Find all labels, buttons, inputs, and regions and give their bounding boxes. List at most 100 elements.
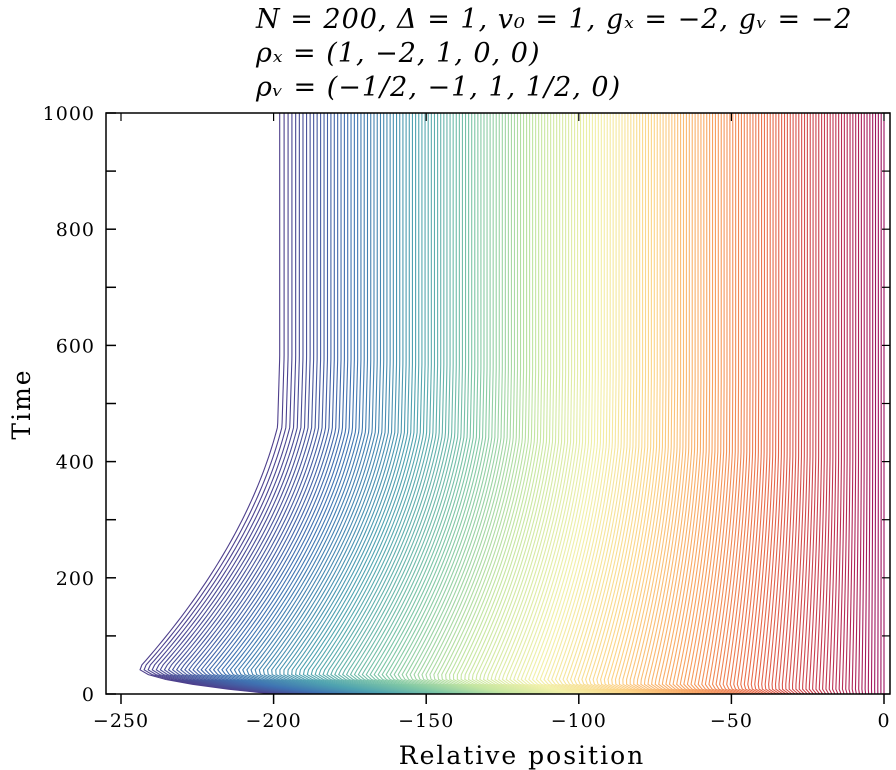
trajectory-line [835, 113, 843, 695]
trajectory-line [437, 113, 522, 695]
trajectory-line [825, 113, 834, 695]
trajectory-line [479, 113, 555, 695]
trajectory-line [460, 113, 540, 695]
trajectory-line [711, 113, 740, 695]
trajectory-line [854, 113, 860, 695]
trajectory-line [754, 113, 774, 695]
trajectory-line [535, 113, 599, 695]
axes: −250 −200 −150 −100 −50 0 0 200 400 600 800 1000 [43, 103, 891, 732]
trajectory-line [761, 113, 780, 695]
trajectory-line [528, 113, 593, 695]
trajectory-line [338, 113, 445, 695]
trajectory-line [143, 113, 285, 695]
trajectory-line [200, 113, 335, 695]
trajectory-line [179, 113, 318, 695]
trajectory-line [516, 113, 585, 695]
trajectory-line [409, 113, 500, 695]
trajectory-line [815, 113, 826, 695]
x-tick-label: −200 [246, 710, 302, 732]
trajectory-line [740, 113, 763, 695]
trajectory-line [225, 113, 355, 695]
trajectory-line [719, 113, 745, 695]
trajectory-line [229, 113, 359, 695]
trajectory-line [629, 113, 673, 695]
trajectory-line [159, 113, 300, 695]
trajectory-line [326, 113, 436, 695]
trajectory-line [486, 113, 561, 695]
trajectory-line [302, 113, 417, 695]
trajectory-line [445, 113, 528, 695]
trajectory-line [661, 113, 699, 695]
trajectory-line [373, 113, 473, 695]
trajectory-line [633, 113, 676, 695]
trajectory-line [155, 113, 297, 695]
trajectory-line [494, 113, 567, 695]
trajectory-line [626, 113, 670, 695]
trajectory-line [167, 113, 308, 695]
trajectory-line [694, 113, 725, 695]
trajectory-line [421, 113, 509, 695]
trajectory-line [768, 113, 786, 695]
trajectory-line [697, 113, 728, 695]
trajectory-line [558, 113, 617, 695]
trajectory-line [314, 113, 426, 695]
trajectory-line [482, 113, 558, 695]
trajectory-line [874, 113, 877, 695]
trajectory-line [805, 113, 817, 695]
trajectory-line [658, 113, 696, 695]
trajectory-line [233, 113, 362, 695]
trajectory-line [531, 113, 596, 695]
trajectory-line [204, 113, 339, 695]
y-tick-label: 400 [56, 452, 95, 474]
trajectory-line [271, 113, 391, 695]
trajectory-line [294, 113, 410, 695]
trajectory-line [611, 113, 658, 695]
trajectory-line [647, 113, 687, 695]
trajectory-line [708, 113, 737, 695]
trajectory-line [349, 113, 454, 695]
trajectory-line [808, 113, 820, 695]
trajectory-line [287, 113, 404, 695]
trajectory-line [475, 113, 552, 695]
chart-title-line-3: ρᵥ = (−1/2, −1, 1, 1/2, 0) [256, 72, 622, 103]
trajectory-line [704, 113, 734, 695]
trajectory-line [429, 113, 516, 695]
trajectory-line [774, 113, 791, 695]
trajectory-line [188, 113, 325, 695]
trajectory-line [468, 113, 546, 695]
trajectory-line [679, 113, 714, 695]
trajectory-line [212, 113, 345, 695]
trajectory-line [618, 113, 664, 695]
trajectory-line [736, 113, 760, 695]
trajectory-line [771, 113, 788, 695]
trajectory-line [570, 113, 626, 695]
trajectory-line [275, 113, 394, 695]
trajectory-line [822, 113, 831, 695]
trajectory-line [262, 113, 385, 695]
trajectory-line [505, 113, 576, 695]
trajectory-line [778, 113, 794, 695]
trajectory-line [513, 113, 582, 695]
trajectory-line [237, 113, 365, 695]
trajectory-line [715, 113, 742, 695]
trajectory-line [686, 113, 719, 695]
trajectory-line [385, 113, 482, 695]
trajectory-line [573, 113, 629, 695]
trajectory-line [361, 113, 464, 695]
trajectory-line [554, 113, 614, 695]
trajectory-line [501, 113, 573, 695]
trajectory-line [867, 113, 871, 695]
trajectory-line [603, 113, 652, 695]
trajectory-line [640, 113, 682, 695]
trajectory-line [498, 113, 570, 695]
trajectory-line [828, 113, 837, 695]
trajectory-line [322, 113, 432, 695]
trajectory-line [566, 113, 623, 695]
trajectory-line [747, 113, 768, 695]
x-tick-label: −100 [551, 710, 607, 732]
x-tick-label: −250 [93, 710, 149, 732]
trajectory-line [792, 113, 806, 695]
trajectory-line [672, 113, 708, 695]
trajectory-line [562, 113, 620, 695]
